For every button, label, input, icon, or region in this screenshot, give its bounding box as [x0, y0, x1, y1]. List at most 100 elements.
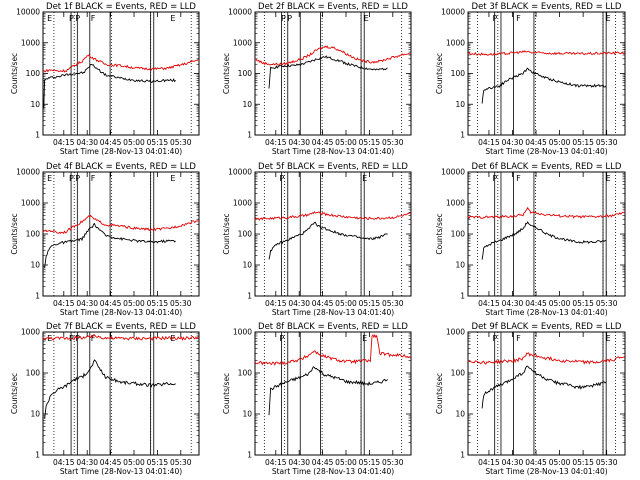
flag-e: E	[362, 174, 367, 183]
x-tick-label: 05:30	[382, 138, 404, 147]
y-tick-label: 1000	[21, 199, 40, 208]
x-tick-label: 05:30	[170, 138, 192, 147]
x-tick-label: 04:30	[76, 138, 98, 147]
x-tick-label: 04:30	[502, 299, 524, 308]
y-axis-label: Counts/sec	[10, 373, 19, 414]
series-lld	[467, 50, 626, 56]
y-tick-label: 1	[460, 131, 465, 140]
series-events	[481, 67, 607, 104]
y-tick-label: 1000	[233, 328, 252, 337]
flag-p: P	[493, 14, 498, 23]
x-tick-label: 04:15	[53, 299, 75, 308]
y-tick-label: 10000	[228, 8, 252, 17]
series-lld	[467, 352, 626, 365]
x-tick-label: 05:00	[549, 299, 571, 308]
x-axis-label: Start Time (28-Nov-13 04:01:40)	[60, 467, 182, 476]
y-axis-label: Counts/sec	[222, 213, 231, 254]
x-tick-label: 05:15	[147, 138, 169, 147]
y-axis-label: Counts/sec	[435, 373, 444, 414]
x-tick-label: 05:30	[170, 299, 192, 308]
flag-f: F	[91, 14, 96, 23]
y-tick-label: 10	[242, 410, 252, 419]
x-tick-label: 05:30	[596, 138, 618, 147]
y-tick-label: 1000	[446, 328, 465, 337]
x-tick-label: 05:30	[596, 299, 618, 308]
plot-frame	[467, 331, 626, 456]
y-tick-label: 100	[451, 69, 466, 78]
panel-title: Det 9f BLACK = Events, RED = LLD	[472, 322, 622, 332]
flag-p: P	[279, 174, 284, 183]
panel-title: Det 4f BLACK = Events, RED = LLD	[46, 162, 196, 172]
flag-p: P	[281, 14, 286, 23]
x-tick-label: 04:30	[288, 299, 310, 308]
y-axis-label: Counts/sec	[435, 53, 444, 94]
panel-8: Det 8f BLACK = Events, RED = LLD 1 10 100 10…	[222, 322, 412, 476]
y-tick-label: 1	[35, 451, 40, 460]
x-axis-label: Start Time (28-Nov-13 04:01:40)	[485, 467, 607, 476]
flag-e: E	[47, 14, 52, 23]
flag-p: P	[75, 334, 80, 343]
y-tick-label: 10000	[441, 168, 465, 177]
y-tick-label: 100	[451, 369, 466, 378]
flag-f: F	[516, 14, 521, 23]
x-tick-label: 04:15	[265, 138, 287, 147]
x-tick-label: 04:15	[478, 299, 500, 308]
series-events	[44, 359, 176, 419]
x-tick-label: 04:15	[265, 458, 287, 467]
y-tick-label: 10	[242, 100, 252, 109]
x-axis-label: Start Time (28-Nov-13 04:01:40)	[60, 308, 182, 317]
flag-p: P	[75, 174, 80, 183]
y-tick-label: 100	[26, 369, 41, 378]
series-events	[268, 366, 388, 416]
flag-e: E	[47, 174, 52, 183]
x-tick-label: 04:45	[312, 299, 334, 308]
panel-title: Det 8f BLACK = Events, RED = LLD	[258, 322, 408, 332]
plot-frame	[42, 11, 200, 136]
y-tick-label: 10	[455, 261, 465, 270]
y-tick-label: 10	[455, 100, 465, 109]
series-lld	[467, 206, 626, 220]
x-tick-label: 05:00	[549, 138, 571, 147]
plot-frame	[254, 331, 412, 456]
x-tick-label: 05:15	[147, 299, 169, 308]
x-tick-label: 05:30	[382, 458, 404, 467]
series-lld	[42, 214, 200, 235]
flag-p: P	[287, 14, 292, 23]
panel-2: Det 2f BLACK = Events, RED = LLD 1 10 100 10…	[222, 2, 412, 156]
y-axis-label: Counts/sec	[10, 53, 19, 94]
x-tick-label: 04:45	[100, 458, 122, 467]
y-axis-label: Counts/sec	[435, 213, 444, 254]
x-axis-label: Start Time (28-Nov-13 04:01:40)	[485, 308, 607, 317]
y-tick-label: 10	[242, 261, 252, 270]
series-lld	[254, 45, 412, 66]
y-tick-label: 10000	[441, 8, 465, 17]
flag-p: P	[69, 174, 74, 183]
y-tick-label: 1000	[233, 38, 252, 47]
x-tick-label: 05:00	[123, 299, 145, 308]
flag-e: E	[362, 334, 367, 343]
series-events	[481, 220, 607, 260]
y-tick-label: 10	[455, 410, 465, 419]
panel-5: Det 5f BLACK = Events, RED = LLD 1 10 100 10…	[222, 162, 412, 317]
y-tick-label: 1	[35, 131, 40, 140]
panel-title: Det 5f BLACK = Events, RED = LLD	[258, 162, 408, 172]
flag-e: E	[170, 14, 175, 23]
y-tick-label: 100	[238, 69, 253, 78]
flag-p: P	[279, 334, 284, 343]
x-tick-label: 05:15	[359, 138, 381, 147]
flag-f: F	[91, 334, 96, 343]
x-tick-label: 04:15	[53, 138, 75, 147]
x-tick-label: 05:00	[123, 458, 145, 467]
plot-frame	[42, 171, 200, 297]
series-lld	[254, 211, 412, 221]
x-tick-label: 05:15	[147, 458, 169, 467]
y-tick-label: 10000	[228, 168, 252, 177]
x-axis-label: Start Time (28-Nov-13 04:01:40)	[272, 147, 394, 156]
y-tick-label: 1	[460, 292, 465, 301]
flag-f: F	[516, 334, 521, 343]
y-tick-label: 100	[26, 69, 41, 78]
x-tick-label: 04:15	[265, 299, 287, 308]
x-axis-label: Start Time (28-Nov-13 04:01:40)	[272, 308, 394, 317]
plot-frame	[467, 11, 626, 136]
series-lld	[254, 333, 412, 366]
